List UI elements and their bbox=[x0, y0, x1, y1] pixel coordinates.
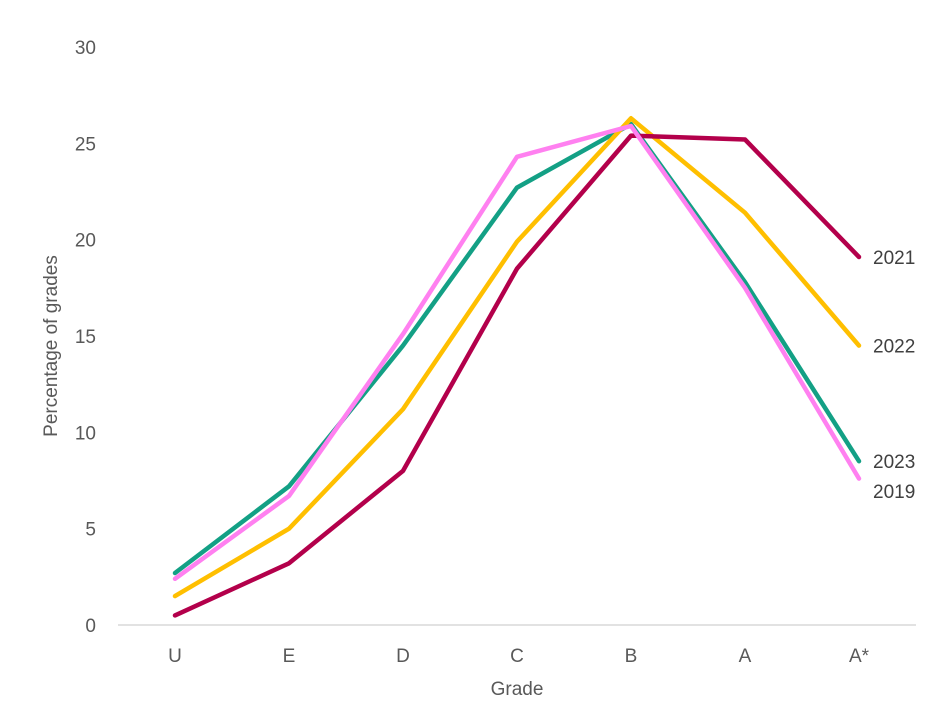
x-axis-tick-labels: U E D C B A A* bbox=[168, 646, 870, 667]
y-axis-tick-labels: 0 5 10 15 20 25 30 bbox=[75, 38, 96, 637]
y-tick-label: 10 bbox=[75, 423, 96, 444]
x-axis-title: Grade bbox=[491, 679, 544, 700]
series-line-2022 bbox=[172, 116, 862, 599]
y-tick-label: 5 bbox=[85, 520, 96, 541]
series-line-2023 bbox=[172, 121, 862, 576]
y-tick-label: 25 bbox=[75, 134, 96, 155]
x-tick-label: D bbox=[396, 646, 410, 667]
series-label-2022: 2022 bbox=[873, 337, 915, 358]
x-tick-label: A* bbox=[849, 646, 870, 667]
y-tick-label: 20 bbox=[75, 231, 96, 252]
x-tick-label: C bbox=[510, 646, 524, 667]
series-label-2019: 2019 bbox=[873, 482, 915, 503]
y-tick-label: 15 bbox=[75, 327, 96, 348]
y-axis-title: Percentage of grades bbox=[41, 255, 62, 437]
series-lines bbox=[172, 116, 862, 618]
x-tick-label: B bbox=[625, 646, 638, 667]
series-line-2019 bbox=[172, 123, 862, 582]
x-tick-label: A bbox=[739, 646, 752, 667]
series-line-2021 bbox=[172, 133, 862, 618]
y-tick-label: 30 bbox=[75, 38, 96, 59]
x-tick-label: U bbox=[168, 646, 182, 667]
y-tick-label: 0 bbox=[85, 616, 96, 637]
series-labels: 2021 2022 2023 2019 bbox=[873, 248, 915, 503]
x-tick-label: E bbox=[283, 646, 296, 667]
series-label-2021: 2021 bbox=[873, 248, 915, 269]
series-label-2023: 2023 bbox=[873, 452, 915, 473]
